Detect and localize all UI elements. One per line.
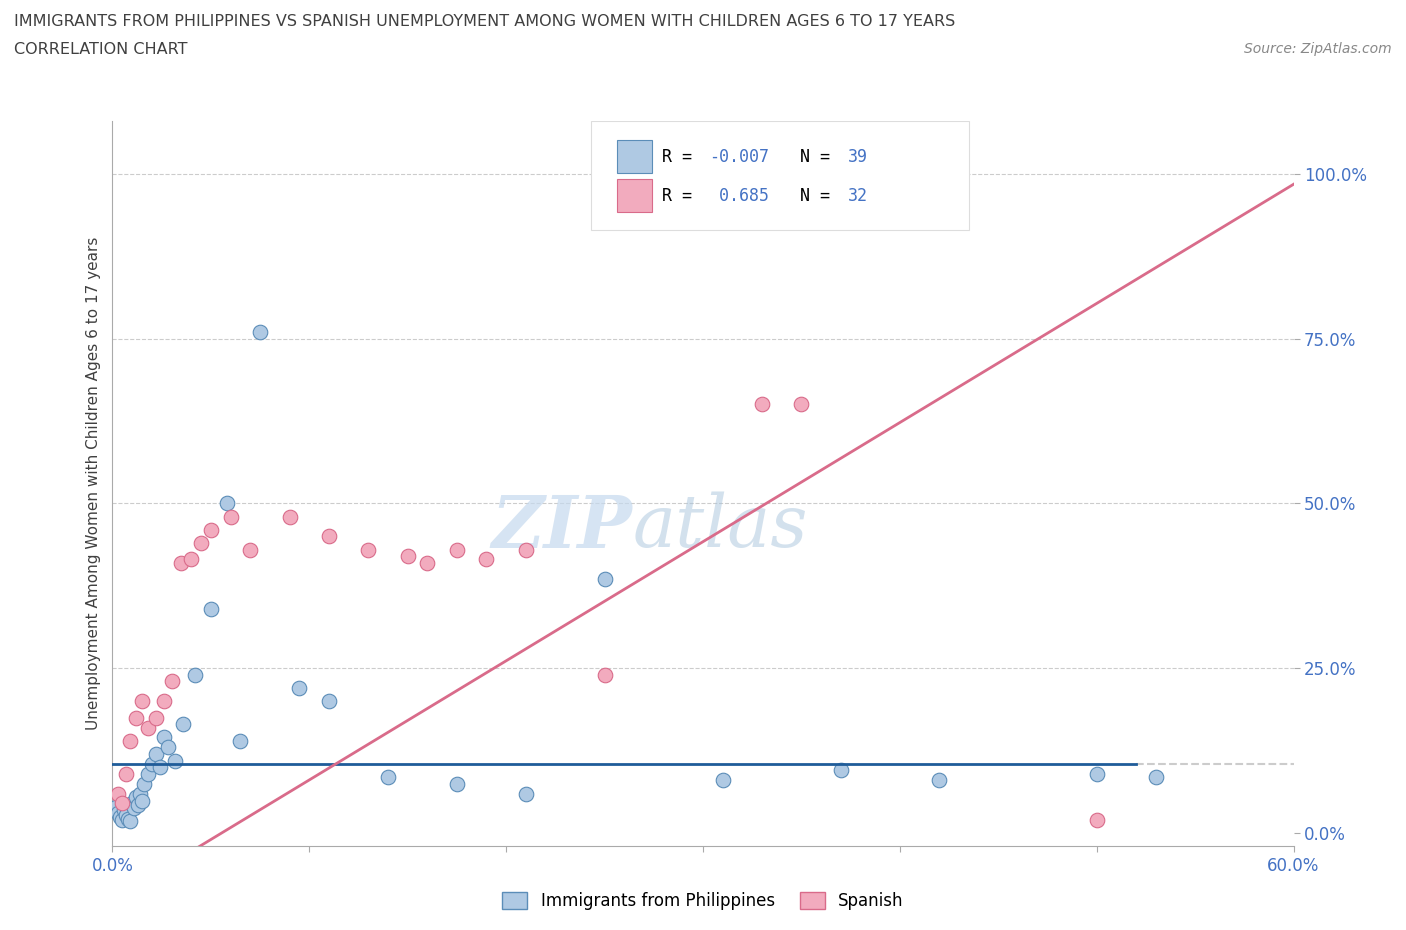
Text: ZIP: ZIP: [491, 492, 633, 563]
Point: [278, 509, 301, 524]
Point: [145, 747, 167, 762]
Text: 39: 39: [848, 148, 869, 166]
Point: [790, 397, 813, 412]
Point: [136, 720, 159, 735]
Point: [170, 555, 193, 570]
Point: [396, 549, 419, 564]
Point: [129, 786, 152, 801]
Point: [184, 668, 207, 683]
Point: [115, 807, 138, 822]
Point: [288, 681, 311, 696]
Text: R =: R =: [662, 148, 702, 166]
Text: Source: ZipAtlas.com: Source: ZipAtlas.com: [1244, 42, 1392, 56]
Text: R =: R =: [662, 187, 711, 205]
Point: [711, 773, 734, 788]
Text: N =: N =: [780, 187, 839, 205]
Point: [1085, 813, 1108, 828]
Point: [131, 794, 153, 809]
Text: 32: 32: [848, 187, 869, 205]
Point: [160, 674, 183, 689]
Text: IMMIGRANTS FROM PHILIPPINES VS SPANISH UNEMPLOYMENT AMONG WOMEN WITH CHILDREN AG: IMMIGRANTS FROM PHILIPPINES VS SPANISH U…: [14, 14, 955, 29]
Point: [830, 763, 852, 777]
Point: [120, 734, 142, 749]
Point: [180, 552, 202, 567]
Point: [172, 717, 194, 732]
Point: [215, 496, 238, 511]
Point: [131, 694, 153, 709]
Text: atlas: atlas: [633, 492, 807, 563]
Point: [1085, 766, 1108, 781]
Point: [416, 555, 439, 570]
Point: [711, 193, 734, 207]
Point: [115, 766, 138, 781]
Point: [121, 796, 143, 811]
Legend: Immigrants from Philippines, Spanish: Immigrants from Philippines, Spanish: [496, 885, 910, 917]
Point: [593, 668, 616, 683]
Point: [446, 777, 468, 791]
Point: [219, 509, 242, 524]
Point: [127, 798, 149, 813]
Point: [446, 542, 468, 557]
FancyBboxPatch shape: [591, 121, 969, 230]
Point: [107, 806, 129, 821]
Point: [672, 193, 695, 207]
Text: -0.007: -0.007: [709, 148, 769, 166]
Point: [200, 523, 222, 538]
Point: [593, 572, 616, 587]
Point: [107, 786, 129, 801]
Point: [132, 777, 155, 791]
Point: [117, 811, 139, 826]
Point: [120, 814, 142, 829]
Point: [229, 734, 252, 749]
Point: [190, 536, 212, 551]
Point: [111, 813, 134, 828]
Point: [928, 773, 950, 788]
Point: [751, 397, 773, 412]
Point: [318, 694, 340, 709]
Point: [515, 542, 537, 557]
Point: [122, 801, 145, 816]
FancyBboxPatch shape: [617, 179, 652, 211]
Text: N =: N =: [780, 148, 839, 166]
FancyBboxPatch shape: [617, 140, 652, 173]
Y-axis label: Unemployment Among Women with Children Ages 6 to 17 years: Unemployment Among Women with Children A…: [86, 237, 101, 730]
Point: [633, 193, 655, 207]
Point: [377, 770, 399, 785]
Point: [136, 766, 159, 781]
Text: CORRELATION CHART: CORRELATION CHART: [14, 42, 187, 57]
Point: [1144, 770, 1167, 785]
Point: [318, 529, 340, 544]
Point: [156, 740, 179, 755]
Text: 0.685: 0.685: [709, 187, 769, 205]
Point: [239, 542, 262, 557]
Point: [152, 730, 174, 745]
Point: [165, 753, 187, 768]
Point: [145, 711, 167, 725]
Point: [110, 809, 132, 824]
Point: [249, 325, 271, 339]
Point: [475, 552, 498, 567]
Point: [357, 542, 380, 557]
Point: [152, 694, 174, 709]
Point: [200, 602, 222, 617]
Point: [112, 803, 135, 817]
Point: [125, 711, 148, 725]
Point: [111, 796, 134, 811]
Point: [125, 790, 148, 804]
Point: [515, 786, 537, 801]
Point: [105, 799, 128, 814]
Point: [149, 760, 172, 775]
Point: [141, 756, 163, 771]
